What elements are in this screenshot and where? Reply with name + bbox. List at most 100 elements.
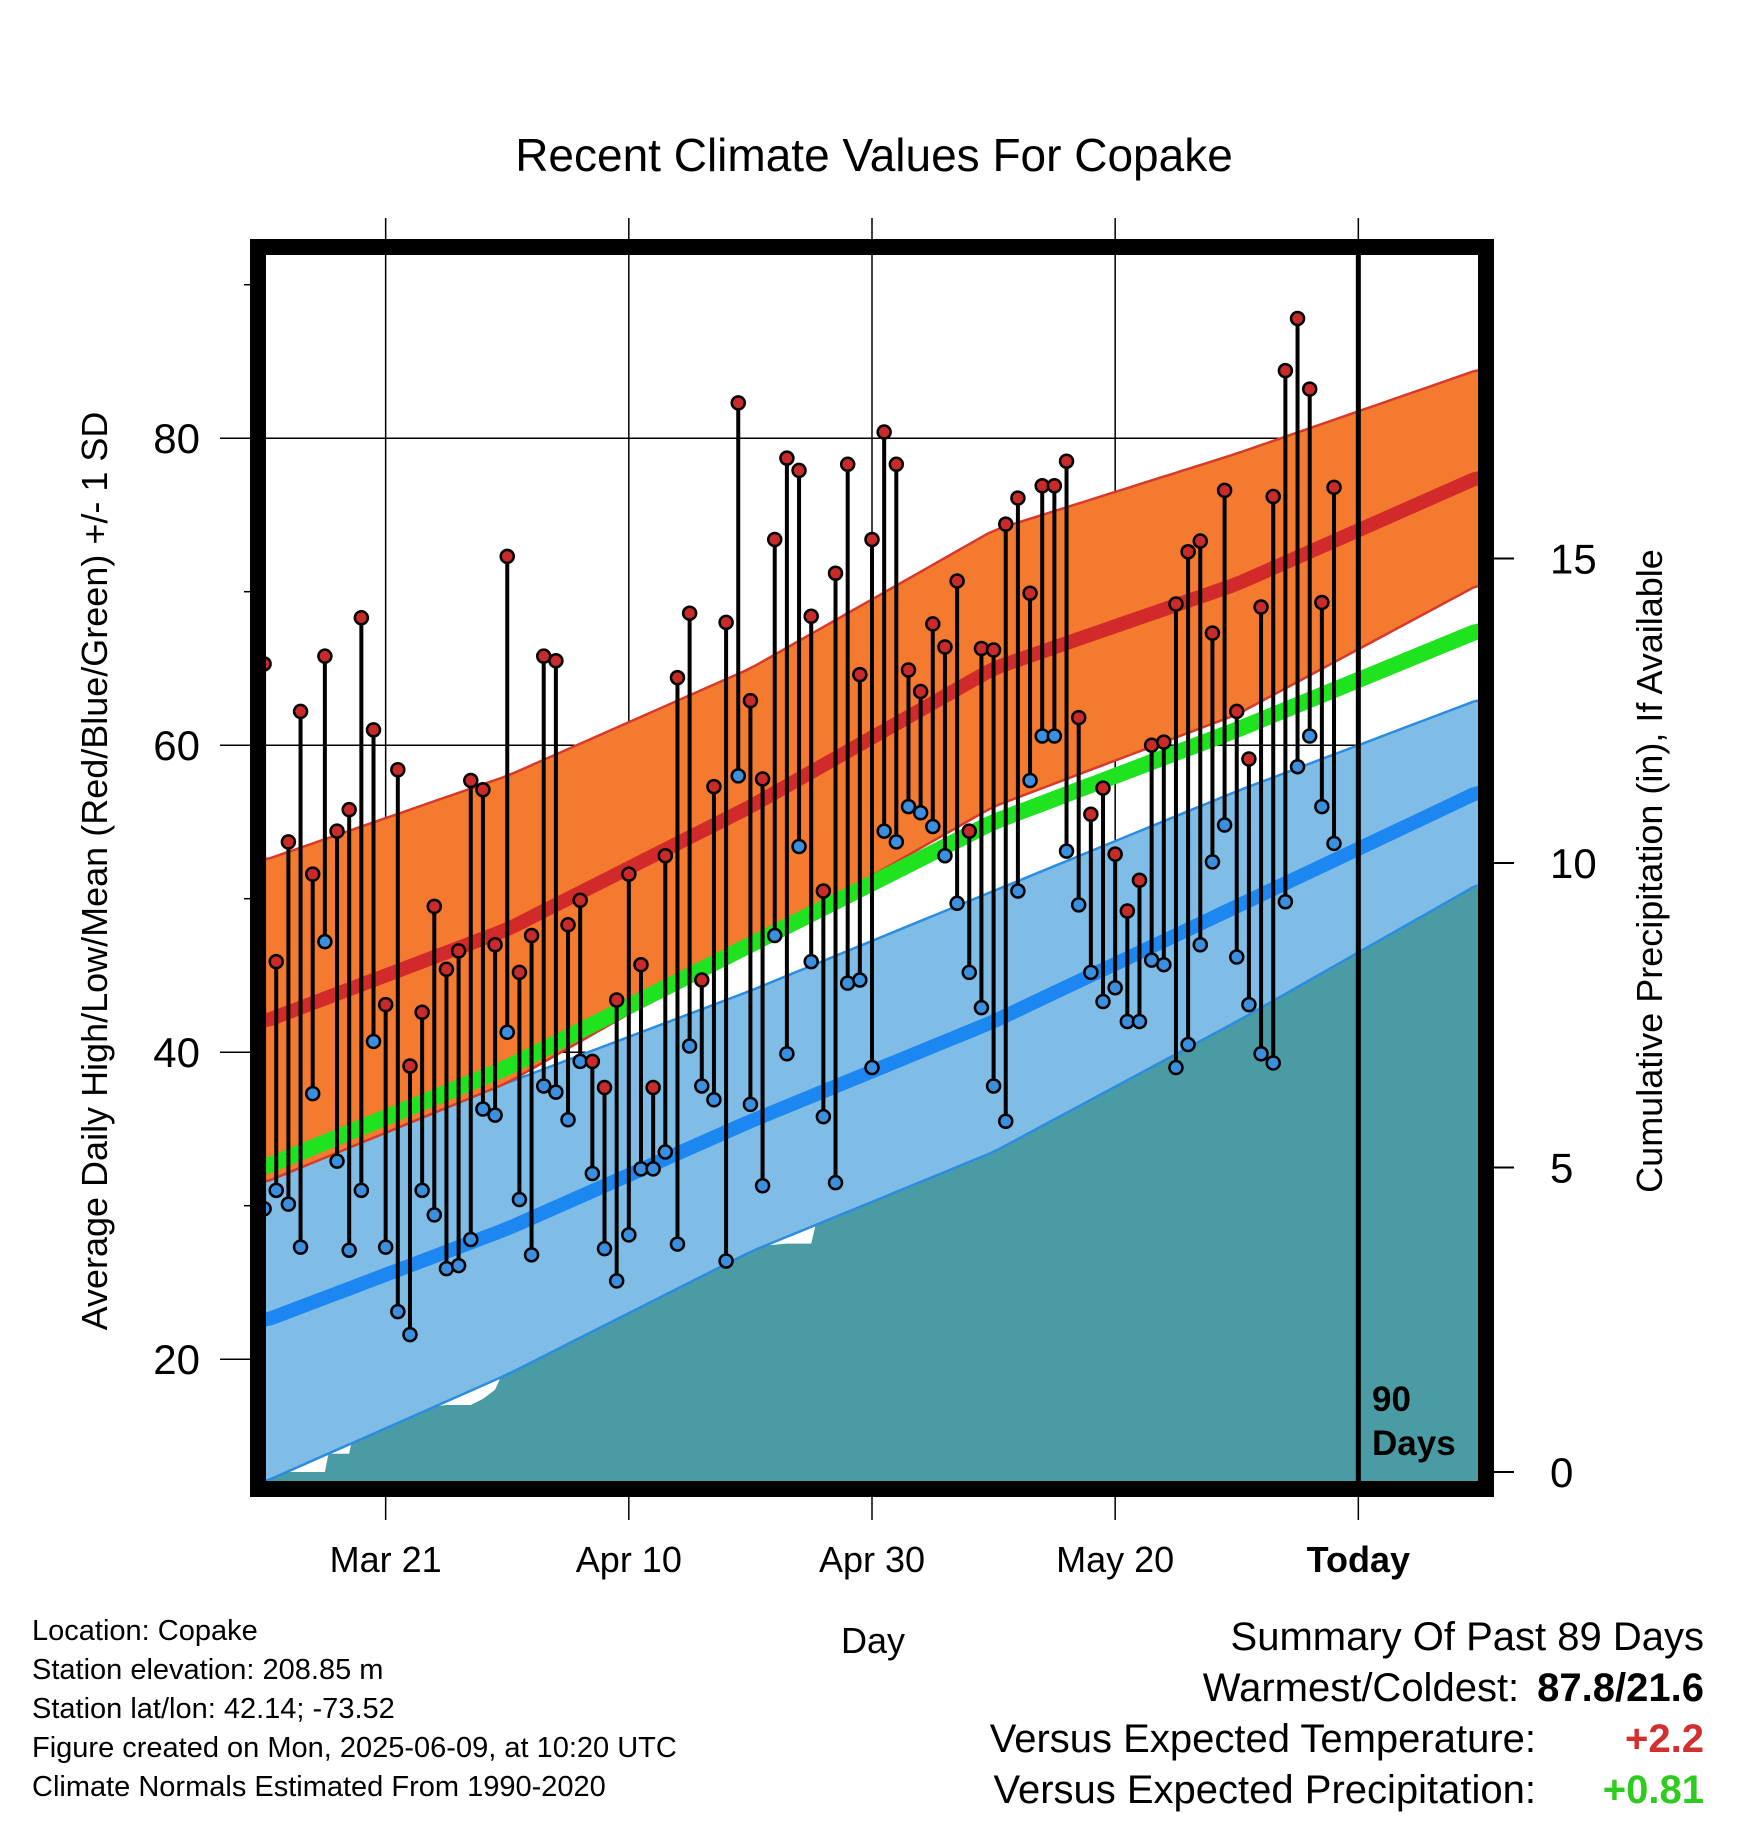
low-point: [1010, 883, 1026, 899]
x-axis-label: Day: [840, 1620, 906, 1661]
high-point: [766, 531, 783, 548]
high-point: [694, 972, 710, 988]
high-point: [377, 996, 394, 1013]
high-point: [1314, 594, 1330, 611]
high-point: [839, 456, 856, 473]
high-point: [681, 605, 698, 621]
plot-border: [250, 239, 1494, 1497]
high-point: [390, 762, 406, 778]
low-point: [1277, 894, 1294, 910]
low-point: [985, 1078, 1002, 1094]
low-point: [803, 953, 819, 970]
high-point: [1277, 362, 1294, 379]
low-point: [621, 1227, 637, 1243]
high-point: [925, 616, 941, 632]
high-point: [754, 771, 771, 787]
low-point: [475, 1101, 491, 1117]
low-point: [548, 1084, 564, 1100]
high-point: [1083, 806, 1099, 823]
high-point: [985, 642, 1002, 658]
low-point: [779, 1045, 795, 1062]
y-axis-label-right: Cumulative Precipitation (in), If Availa…: [1629, 549, 1670, 1193]
x-tick-label: Apr 30: [819, 1539, 925, 1580]
low-point: [1156, 956, 1172, 973]
precip-label: Versus Expected Precipitation:: [993, 1768, 1536, 1812]
high-point: [1046, 478, 1063, 494]
x-tick-label: May 20: [1056, 1539, 1174, 1580]
y-tick-label-right: 5: [1550, 1145, 1573, 1192]
low-point: [949, 895, 965, 912]
high-point: [608, 992, 625, 1008]
chart-title: Recent Climate Values For Copake: [515, 129, 1233, 181]
high-point: [438, 961, 455, 978]
low-point: [1314, 798, 1330, 815]
high-point: [304, 866, 321, 882]
high-point: [742, 692, 759, 709]
low-point: [718, 1253, 734, 1269]
info-location: Location: Copake: [32, 1615, 258, 1647]
y-tick-label-left: 40: [153, 1029, 200, 1076]
high-point: [815, 883, 832, 899]
high-point: [876, 424, 892, 440]
warm-cold-label: Warmest/Coldest:: [1202, 1666, 1520, 1710]
temp-value: +2.2: [1625, 1717, 1704, 1761]
low-point: [584, 1165, 601, 1182]
high-point: [365, 722, 382, 738]
high-point: [1168, 596, 1184, 612]
high-point: [791, 462, 807, 479]
high-point: [1058, 453, 1075, 469]
high-point: [584, 1053, 601, 1070]
low-point: [827, 1174, 844, 1191]
plot-frame: [250, 239, 1494, 1497]
axes: 20 40 60 80 0 5 10 15 Mar 21 Apr 10 Apr 30 May 20 To…: [153, 283, 1597, 1580]
low-point: [1095, 993, 1111, 1010]
high-point: [961, 823, 978, 839]
high-point: [1229, 703, 1245, 720]
high-point: [1156, 734, 1172, 750]
summary-heading: Summary Of Past 89 Days: [1230, 1615, 1704, 1659]
low-point: [402, 1326, 418, 1343]
high-point: [718, 614, 734, 631]
low-point: [1107, 979, 1123, 996]
low-point: [1301, 728, 1318, 744]
low-point: [900, 798, 917, 815]
low-point: [560, 1111, 576, 1128]
info-created: Figure created on Mon, 2025-06-09, at 10…: [32, 1732, 677, 1764]
low-point: [1046, 728, 1063, 744]
low-point: [1058, 843, 1075, 859]
temp-label: Versus Expected Temperature:: [989, 1717, 1536, 1761]
low-point: [390, 1303, 406, 1320]
low-point: [1241, 996, 1257, 1013]
low-point: [499, 1024, 515, 1040]
high-point: [414, 1004, 430, 1021]
y-tick-label-right: 15: [1550, 536, 1597, 583]
summary-panel: Summary Of Past 89 Days Warmest/Coldest:…: [990, 1612, 1704, 1816]
low-point: [669, 1236, 686, 1252]
y-tick-label-right: 0: [1550, 1449, 1573, 1496]
low-point: [657, 1144, 674, 1160]
x-tick-label: Mar 21: [330, 1539, 442, 1580]
low-point: [973, 999, 990, 1016]
low-point: [487, 1107, 503, 1123]
low-point: [742, 1096, 759, 1113]
low-point: [280, 1196, 297, 1212]
low-point: [1083, 964, 1099, 981]
high-point: [645, 1079, 661, 1096]
low-point: [438, 1260, 455, 1277]
low-point: [754, 1177, 771, 1194]
low-point: [1253, 1045, 1269, 1062]
high-point: [475, 781, 491, 798]
low-point: [791, 838, 807, 855]
high-point: [1107, 846, 1123, 862]
high-point: [548, 653, 564, 669]
low-point: [730, 768, 747, 784]
low-point: [377, 1239, 394, 1255]
low-point: [1204, 854, 1221, 870]
high-point: [912, 683, 929, 700]
high-point: [949, 573, 965, 589]
high-point: [596, 1079, 613, 1096]
low-point: [1192, 937, 1209, 953]
low-point: [1326, 835, 1342, 852]
summary-precip: Versus Expected Precipitation: +0.81: [990, 1765, 1704, 1816]
